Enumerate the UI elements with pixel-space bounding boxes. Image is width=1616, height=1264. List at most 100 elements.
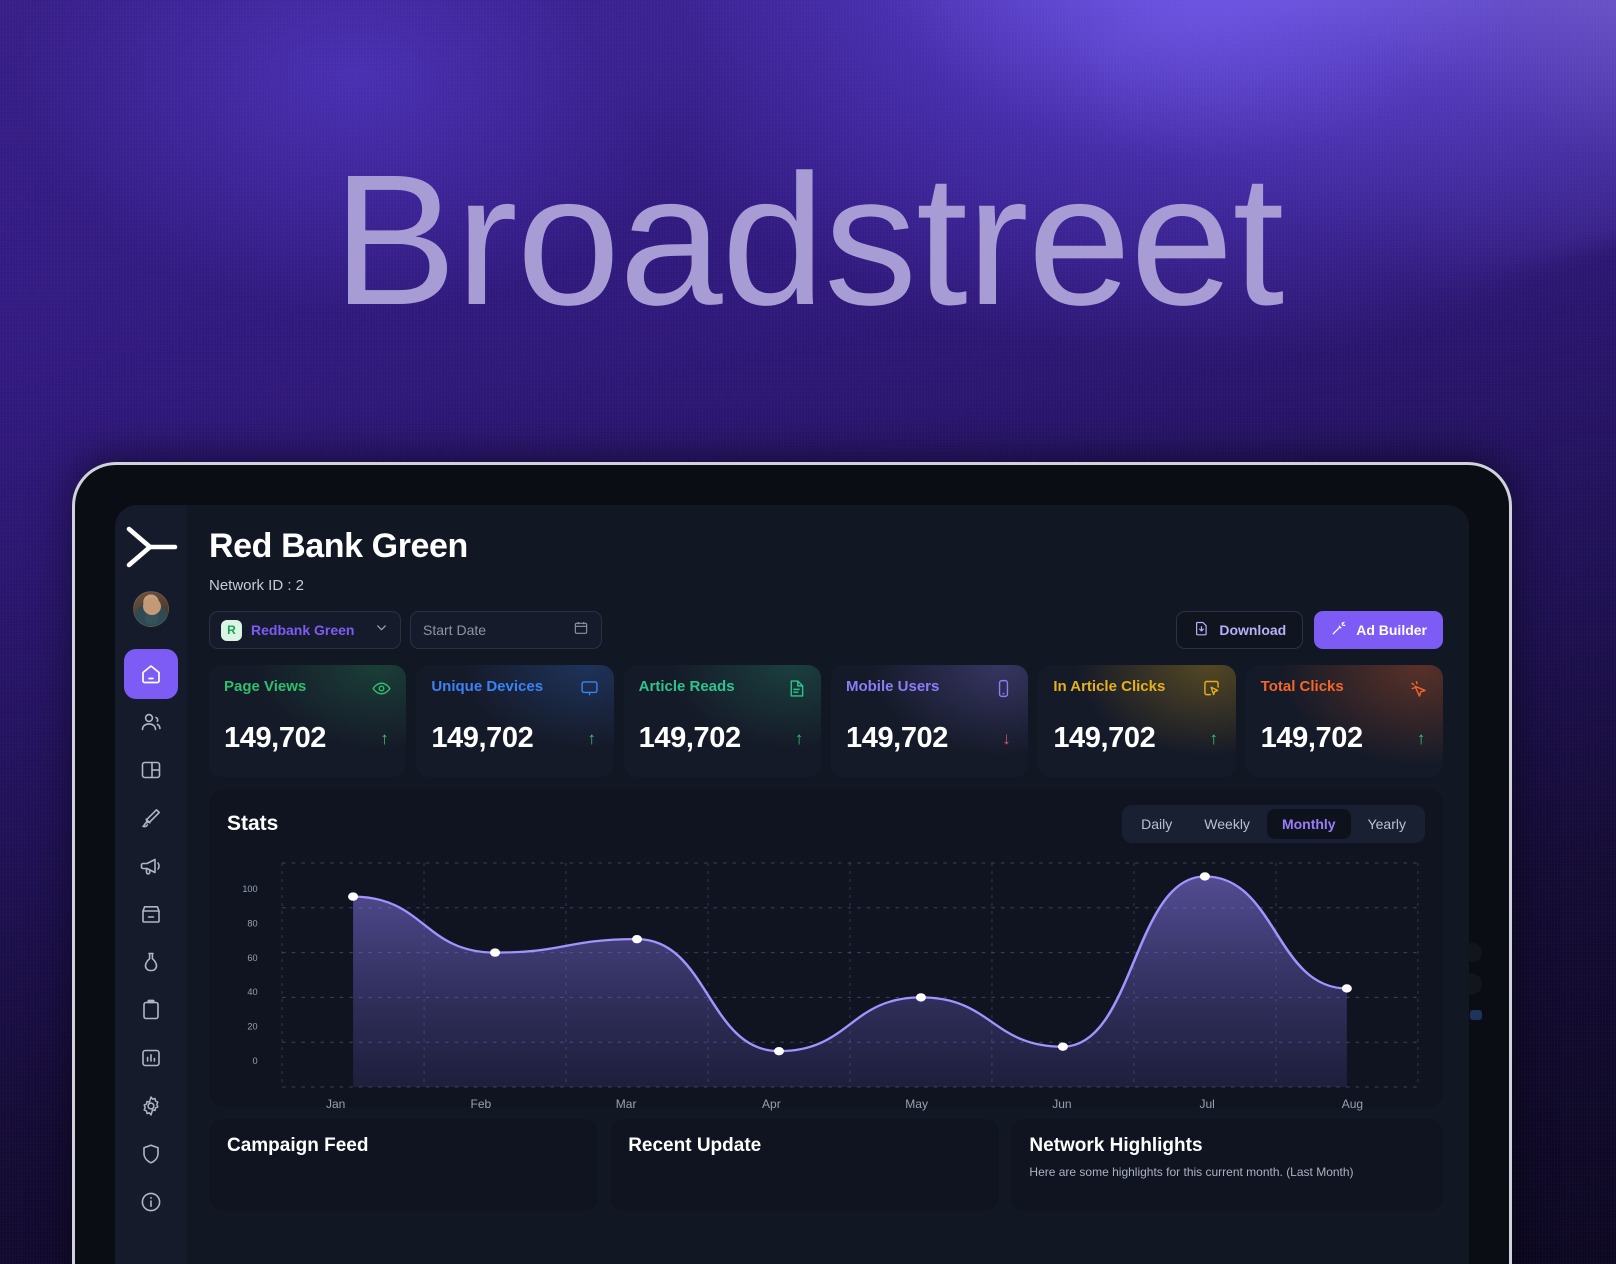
chart-xlabel: Jun: [1052, 1097, 1072, 1111]
stat-value: 149,702: [1053, 722, 1156, 754]
home-icon: [139, 662, 163, 686]
stat-value: 149,702: [638, 722, 741, 754]
stat-label: Article Reads: [638, 678, 735, 695]
chart-xlabel: Aug: [1341, 1097, 1364, 1111]
chart-xlabel: Jan: [325, 1097, 346, 1111]
download-label: Download: [1219, 622, 1287, 638]
sidebar-item-settings[interactable]: [124, 1081, 178, 1131]
sidebar-item-home[interactable]: [124, 649, 178, 699]
trend-arrow: ↑: [1416, 728, 1426, 748]
cursor-icon: [1408, 678, 1429, 699]
stat-label: Total Clicks: [1260, 678, 1344, 695]
stat-value: 149,702: [1260, 722, 1363, 754]
layout-icon: [139, 758, 163, 782]
brush-icon: [139, 806, 163, 830]
network-badge: R: [221, 619, 242, 641]
trend-arrow: ↑: [794, 728, 804, 748]
download-button[interactable]: Download: [1176, 611, 1304, 649]
ad-builder-button[interactable]: Ad Builder: [1314, 611, 1443, 649]
sidebar-item-analytics[interactable]: [124, 1033, 178, 1083]
chart-xlabel: Jul: [1199, 1097, 1215, 1111]
page-title: Red Bank Green: [209, 527, 468, 565]
chevron-down-icon: [374, 620, 389, 640]
trend-arrow: ↓: [1002, 728, 1011, 748]
sidebar-item-marketplace[interactable]: [124, 889, 178, 939]
stat-card-article-reads[interactable]: Article Reads 149,702 ↑: [623, 665, 821, 777]
network-highlights-card[interactable]: Network Highlights Here are some highlig…: [1011, 1119, 1443, 1211]
sidebar: [115, 505, 187, 1264]
range-daily[interactable]: Daily: [1141, 816, 1173, 832]
clipboard-icon: [139, 998, 163, 1022]
sidebar-item-users[interactable]: [124, 697, 178, 747]
stat-cards-row: Page Views 149,702 ↑ Unique Devices: [209, 665, 1443, 777]
svg-text:80: 80: [247, 919, 257, 929]
sidebar-item-security[interactable]: [124, 1129, 178, 1179]
chart-xaxis-labels: Jan Feb Mar Apr May Jun Jul Aug: [227, 1097, 1425, 1111]
sidebar-item-reports[interactable]: [124, 985, 178, 1035]
card-subtitle: Here are some highlights for this curren…: [1029, 1165, 1354, 1179]
chart-icon: [139, 1046, 163, 1070]
sidebar-item-campaigns[interactable]: [124, 841, 178, 891]
chart-svg: [281, 862, 1419, 1088]
chart-yaxis: 0 20 40 60 80 100: [242, 884, 258, 1066]
stat-label: In Article Clicks: [1053, 678, 1166, 695]
chart-plot: 0 20 40 60 80 100: [227, 855, 1425, 1095]
stats-chart-card: Stats Daily Weekly Monthly Yearly: [209, 789, 1443, 1111]
stat-card-total-clicks[interactable]: Total Clicks 149,702 ↑: [1245, 665, 1443, 777]
chart-title: Stats: [227, 812, 279, 835]
bottom-cards-row: Campaign Feed Recent Update Network High…: [209, 1119, 1443, 1211]
chart-xlabel: Mar: [615, 1097, 637, 1111]
stat-label: Mobile Users: [845, 678, 940, 695]
stat-label: Page Views: [224, 678, 307, 695]
svg-text:60: 60: [247, 953, 257, 963]
click-box-icon: [1201, 678, 1222, 699]
trend-arrow: ↑: [1209, 728, 1219, 748]
sidebar-item-help[interactable]: [124, 1177, 178, 1227]
mobile-icon: [993, 678, 1014, 699]
stat-card-mobile-users[interactable]: Mobile Users 149,702 ↓: [830, 665, 1029, 777]
document-icon: [786, 678, 807, 699]
device-indicator: [1470, 1010, 1482, 1020]
broadstreet-logo-icon[interactable]: [123, 523, 179, 569]
svg-text:40: 40: [247, 987, 257, 997]
range-selector: Daily Weekly Monthly Yearly: [1122, 805, 1425, 843]
monitor-icon: [579, 678, 600, 699]
gear-icon: [139, 1094, 163, 1118]
range-weekly[interactable]: Weekly: [1204, 816, 1250, 832]
toolbar: R Redbank Green Start Date: [209, 611, 1443, 649]
card-title: Recent Update: [628, 1135, 762, 1156]
shield-icon: [139, 1142, 163, 1166]
stat-value: 149,702: [224, 722, 327, 754]
store-icon: [139, 902, 163, 926]
chart-xlabel: Apr: [762, 1097, 781, 1111]
sidebar-item-layout[interactable]: [124, 745, 178, 795]
stat-card-page-views[interactable]: Page Views 149,702 ↑: [209, 665, 407, 777]
card-title: Campaign Feed: [227, 1135, 369, 1156]
magic-wand-icon: [1330, 620, 1347, 640]
tablet-device: Red Bank Green Network ID : 2 R Redbank …: [72, 462, 1512, 1264]
megaphone-icon: [139, 854, 163, 878]
chart-xlabel: May: [905, 1097, 928, 1111]
flask-icon: [139, 950, 163, 974]
sidebar-item-labs[interactable]: [124, 937, 178, 987]
sidebar-item-design[interactable]: [124, 793, 178, 843]
svg-text:20: 20: [247, 1022, 257, 1032]
info-icon: [139, 1190, 163, 1214]
range-monthly[interactable]: Monthly: [1266, 809, 1351, 839]
main-content: Red Bank Green Network ID : 2 R Redbank …: [187, 505, 1469, 1264]
recent-update-card[interactable]: Recent Update: [610, 1119, 1000, 1211]
tablet-screen: Red Bank Green Network ID : 2 R Redbank …: [115, 505, 1469, 1264]
stat-card-unique-devices[interactable]: Unique Devices 149,702 ↑: [416, 665, 614, 777]
stat-card-in-article-clicks[interactable]: In Article Clicks 149,702 ↑: [1038, 665, 1236, 777]
network-select[interactable]: R Redbank Green: [209, 611, 401, 649]
trend-arrow: ↑: [587, 728, 597, 748]
eye-icon: [371, 678, 392, 699]
start-date-input[interactable]: Start Date: [410, 611, 602, 649]
range-yearly[interactable]: Yearly: [1367, 816, 1406, 832]
avatar[interactable]: [133, 591, 169, 627]
campaign-feed-card[interactable]: Campaign Feed: [209, 1119, 599, 1211]
broadstreet-wordmark: Broadstreet: [332, 137, 1285, 344]
network-id: Network ID : 2: [209, 577, 305, 594]
svg-text:0: 0: [253, 1056, 258, 1066]
users-icon: [139, 710, 163, 734]
